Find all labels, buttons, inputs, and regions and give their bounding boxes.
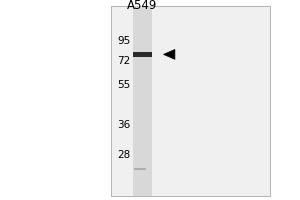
Text: 55: 55	[117, 80, 130, 90]
Text: 36: 36	[117, 120, 130, 130]
Text: 95: 95	[117, 36, 130, 46]
Polygon shape	[164, 49, 175, 59]
Text: A549: A549	[127, 0, 158, 12]
Text: 72: 72	[117, 56, 130, 66]
Text: 28: 28	[117, 150, 130, 160]
FancyBboxPatch shape	[111, 6, 270, 196]
FancyBboxPatch shape	[134, 168, 146, 170]
FancyBboxPatch shape	[133, 6, 152, 196]
FancyBboxPatch shape	[133, 52, 152, 57]
